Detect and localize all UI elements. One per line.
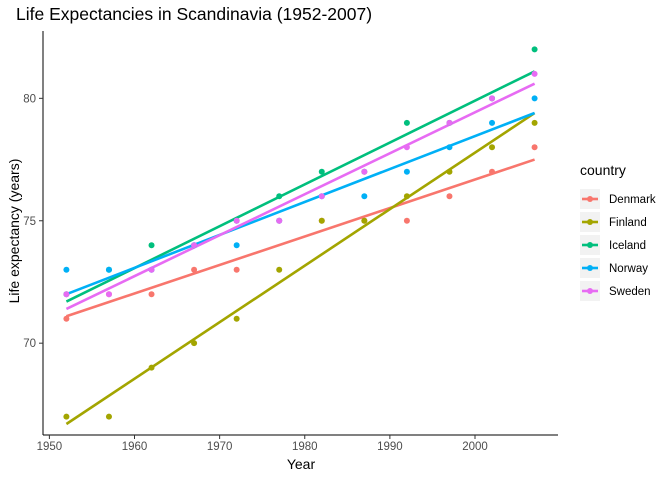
x-tick-label: 1960 — [122, 441, 148, 453]
x-tick-label: 1990 — [377, 441, 403, 453]
data-point-sweden — [191, 242, 198, 249]
x-tick-label: 2000 — [462, 441, 488, 453]
x-axis: 1950 1960 1970 1980 1990 2000 — [37, 434, 558, 453]
data-point-denmark — [531, 144, 538, 151]
data-point-norway — [531, 95, 538, 102]
legend-key-point — [587, 242, 593, 248]
x-tick-label: 1950 — [37, 441, 63, 453]
data-point-finland — [63, 413, 70, 420]
data-point-finland — [276, 266, 283, 273]
data-point-sweden — [148, 266, 155, 273]
legend-key-point — [587, 196, 593, 202]
data-point-norway — [403, 168, 410, 175]
trend-line-finland — [65, 111, 536, 426]
data-point-sweden — [489, 95, 496, 102]
data-point-finland — [361, 217, 368, 224]
data-point-sweden — [233, 217, 240, 224]
plot-area — [63, 46, 538, 426]
data-point-finland — [489, 144, 496, 151]
legend-key-point — [587, 288, 593, 294]
legend-item-sweden: Sweden — [580, 281, 651, 301]
y-tick-label: 80 — [23, 93, 36, 105]
y-axis: 70 75 80 — [23, 31, 44, 435]
legend-label: Sweden — [609, 286, 651, 298]
data-point-finland — [191, 340, 198, 347]
legend-label: Norway — [609, 263, 648, 275]
x-tick-label: 1970 — [207, 441, 233, 453]
data-point-finland — [531, 119, 538, 126]
data-point-denmark — [446, 193, 453, 200]
x-tick-label: 1980 — [292, 441, 318, 453]
data-point-finland — [233, 315, 240, 322]
legend-label: Finland — [609, 217, 647, 229]
data-point-finland — [148, 364, 155, 371]
data-point-denmark — [233, 266, 240, 273]
data-point-iceland — [403, 119, 410, 126]
legend-item-finland: Finland — [580, 212, 647, 232]
data-point-denmark — [63, 315, 70, 322]
data-point-denmark — [403, 217, 410, 224]
legend-label: Denmark — [609, 194, 656, 206]
legend-item-iceland: Iceland — [580, 235, 646, 255]
data-point-iceland — [318, 168, 325, 175]
data-point-sweden — [531, 70, 538, 77]
data-point-denmark — [191, 266, 198, 273]
data-point-finland — [446, 168, 453, 175]
data-point-sweden — [403, 144, 410, 151]
data-point-norway — [489, 119, 496, 126]
data-point-sweden — [276, 217, 283, 224]
data-point-iceland — [276, 193, 283, 200]
data-point-norway — [446, 144, 453, 151]
data-point-finland — [318, 217, 325, 224]
data-point-sweden — [361, 168, 368, 175]
legend-label: Iceland — [609, 240, 646, 252]
legend-title: country — [580, 162, 626, 178]
data-point-norway — [105, 266, 112, 273]
y-tick-label: 75 — [23, 216, 36, 228]
data-point-denmark — [489, 168, 496, 175]
y-axis-title: Life expectancy (years) — [6, 159, 22, 304]
y-tick-label: 70 — [23, 338, 36, 350]
data-point-sweden — [63, 291, 70, 298]
x-axis-title: Year — [287, 456, 316, 472]
legend-key-point — [587, 219, 593, 225]
legend-key-point — [587, 265, 593, 271]
data-point-finland — [403, 193, 410, 200]
data-point-sweden — [446, 119, 453, 126]
legend: country Denmark Finland Iceland Norway Swede… — [580, 162, 656, 301]
data-point-norway — [63, 266, 70, 273]
trend-line-denmark — [65, 158, 536, 318]
legend-item-norway: Norway — [580, 258, 648, 278]
data-point-denmark — [148, 291, 155, 298]
data-point-iceland — [531, 46, 538, 53]
data-point-sweden — [318, 193, 325, 200]
data-point-iceland — [148, 242, 155, 249]
data-point-norway — [361, 193, 368, 200]
data-point-norway — [233, 242, 240, 249]
data-point-finland — [105, 413, 112, 420]
trend-line-sweden — [65, 82, 536, 311]
data-point-sweden — [105, 291, 112, 298]
trend-line-norway — [65, 111, 536, 296]
legend-item-denmark: Denmark — [580, 189, 656, 209]
chart-title: Life Expectancies in Scandinavia (1952-2… — [16, 4, 372, 24]
